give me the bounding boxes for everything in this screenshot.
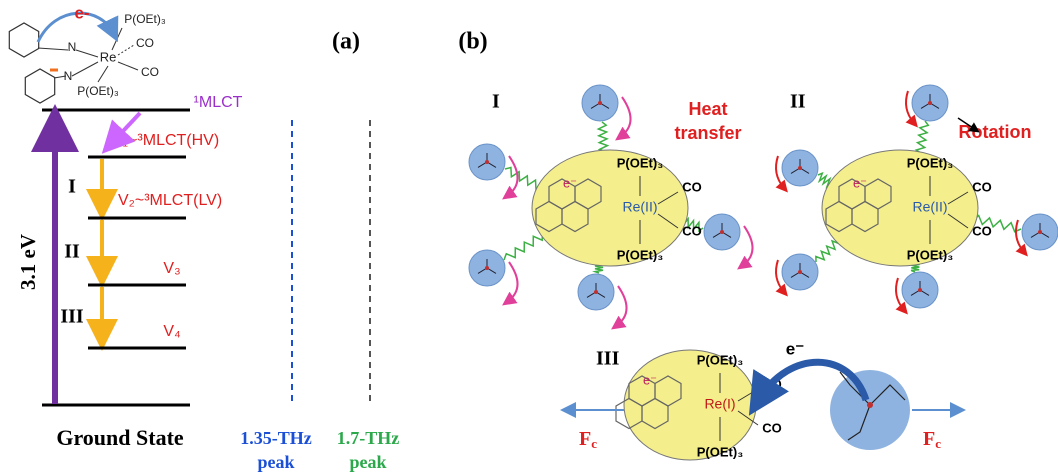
complex-body (532, 150, 688, 266)
ring (9, 23, 38, 57)
process-label: II (790, 91, 806, 113)
electron-label: e⁻ (643, 372, 657, 387)
amine-ligand (830, 370, 910, 450)
ground-label: Ground State (56, 425, 184, 450)
ligand-label: P(OEt)₃ (617, 247, 663, 262)
peak-label: peak (257, 452, 294, 472)
panel-label: (b) (458, 29, 487, 55)
state-label: ¹MLCT (194, 94, 243, 111)
level-label: V₄ (163, 323, 180, 340)
force-subscript: c (591, 436, 597, 451)
nitrogen-atom (720, 230, 724, 234)
step-label: I (68, 176, 76, 198)
nitrogen-atom (798, 166, 802, 170)
step-label: III (60, 306, 84, 328)
metal-label: Re(II) (623, 199, 658, 215)
ligand-label: CO (682, 179, 702, 194)
ligand-label: CO (141, 65, 159, 79)
heat-arrow (507, 262, 518, 302)
nitrogen-atom (485, 266, 489, 270)
ligand-label: P(OEt)₃ (697, 352, 743, 367)
peak-label: 1.7-THz (337, 428, 400, 448)
bond (76, 50, 98, 57)
nitrogen-atom (594, 290, 598, 294)
peak-label: 1.35-THz (240, 428, 312, 448)
metal-label: Re(I) (704, 396, 735, 412)
bond (38, 48, 68, 50)
force-label: Fc (923, 428, 941, 451)
nitrogen-atom (485, 160, 489, 164)
bond (118, 45, 134, 55)
process-label: I (492, 91, 500, 113)
force-symbol: F (579, 428, 591, 450)
force-subscript: c (935, 436, 941, 451)
complex-body (822, 150, 978, 266)
ligand-label: CO (136, 36, 154, 50)
heat-arrow (620, 97, 631, 137)
ligand-label: P(OEt)₃ (77, 84, 119, 98)
nitrogen-atom (1038, 230, 1042, 234)
nitrogen-atom (918, 288, 922, 292)
atom-label: N (64, 69, 73, 83)
nitrogen-atom (867, 402, 873, 408)
process-note: Heat (688, 99, 727, 119)
electron-label: e⁻ (563, 175, 577, 190)
ligand-label: CO (972, 179, 992, 194)
ligand-label: P(OEt)₃ (124, 12, 166, 26)
bond (118, 62, 138, 70)
figure: e- P(OEt)₃ P(OEt)₃ Re N N CO CO (a) V₁~³MLCT(HV)… (0, 0, 1058, 473)
process-label: III (596, 348, 620, 370)
ligand-label: CO (762, 420, 782, 435)
heat-arrow (616, 286, 627, 326)
force-symbol: F (923, 428, 935, 450)
panel-b: (b) Re(II) P(OEt)₃ P(OEt)₃ CO CO e⁻ I Heat transf… (458, 29, 1058, 461)
ligand-label: CO (972, 223, 992, 238)
step-label: II (64, 241, 80, 263)
ligand-label: P(OEt)₃ (697, 444, 743, 459)
level-label: V₂~³MLCT(LV) (118, 192, 222, 209)
panel-label: (a) (332, 29, 360, 55)
nitrogen-atom (598, 101, 602, 105)
metal-label: Re (100, 49, 117, 64)
nitrogen-atom (928, 101, 932, 105)
electron-label: e⁻ (853, 175, 867, 190)
molecule: e- P(OEt)₃ P(OEt)₃ Re N N CO CO (9, 3, 166, 103)
heat-arrow (742, 226, 753, 266)
electron-label: e⁻ (786, 339, 804, 358)
nitrogen-atom (798, 270, 802, 274)
level-label: V₃ (163, 260, 180, 277)
bond (72, 62, 98, 76)
energy-label: 3.1 eV (16, 234, 40, 290)
ligand-label: P(OEt)₃ (907, 155, 953, 170)
atom-label: N (68, 40, 77, 54)
level-label: V₁~³MLCT(HV) (112, 132, 219, 149)
ligand-label: P(OEt)₃ (907, 247, 953, 262)
ring (25, 69, 54, 103)
ligand-label: P(OEt)₃ (617, 155, 663, 170)
ligand-label: CO (682, 223, 702, 238)
process-note: transfer (674, 123, 741, 143)
electron-label: e- (74, 3, 89, 22)
peak-label: peak (349, 452, 386, 472)
force-label: Fc (579, 428, 597, 451)
metal-label: Re(II) (913, 199, 948, 215)
panel-a: (a) V₁~³MLCT(HV) I V₂~³MLCT(LV) II V₃ III V₄ ¹ML… (16, 29, 399, 473)
bond (98, 66, 108, 82)
